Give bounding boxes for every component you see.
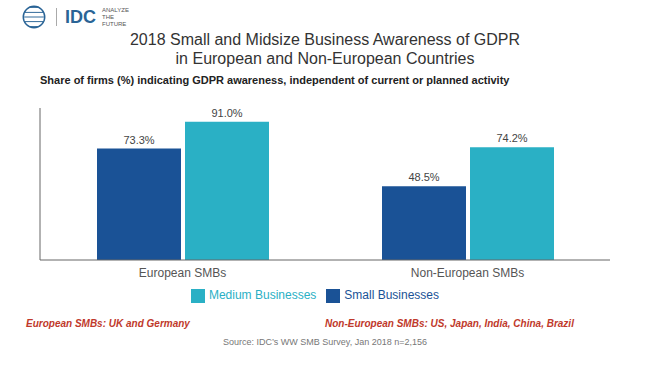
- html-text:Share of firms (%) indicating: Share of firms (%) indicating GDPR aware…: [40, 74, 510, 86]
- html-text:in European and Non-European C: in European and Non-European Countries: [175, 50, 475, 67]
- html-text:2018 Small and Midsize Busines: 2018 Small and Midsize Business Awarenes…: [129, 31, 521, 48]
- html-text:ANALYZE: ANALYZE: [102, 6, 129, 13]
- html-text:Source: IDC’s WW SMB Survey, J: Source: IDC’s WW SMB Survey, Jan 2018 n=…: [223, 337, 427, 347]
- html-text:Non-European SMBs: US, Japan,: Non-European SMBs: US, Japan, India, Chi…: [325, 318, 574, 329]
- html-text:Small Businesses: Small Businesses: [344, 288, 439, 302]
- svg-text:Non-European SMBs: Non-European SMBs: [411, 266, 524, 280]
- html-text:Medium Businesses: Medium Businesses: [208, 288, 317, 302]
- svg-text:73.3%: 73.3%: [123, 134, 154, 146]
- svg-text:91.0%: 91.0%: [211, 107, 242, 119]
- svg-text:European SMBs: European SMBs: [139, 266, 226, 280]
- html-text:FUTURE: FUTURE: [102, 20, 127, 27]
- html-text:THE: THE: [102, 13, 114, 20]
- html-text:European SMBs: UK and Germany: European SMBs: UK and Germany: [26, 318, 190, 329]
- svg-text:74.2%: 74.2%: [496, 132, 527, 144]
- svg-text:48.5%: 48.5%: [408, 171, 439, 183]
- html-text:IDC: IDC: [65, 6, 96, 27]
